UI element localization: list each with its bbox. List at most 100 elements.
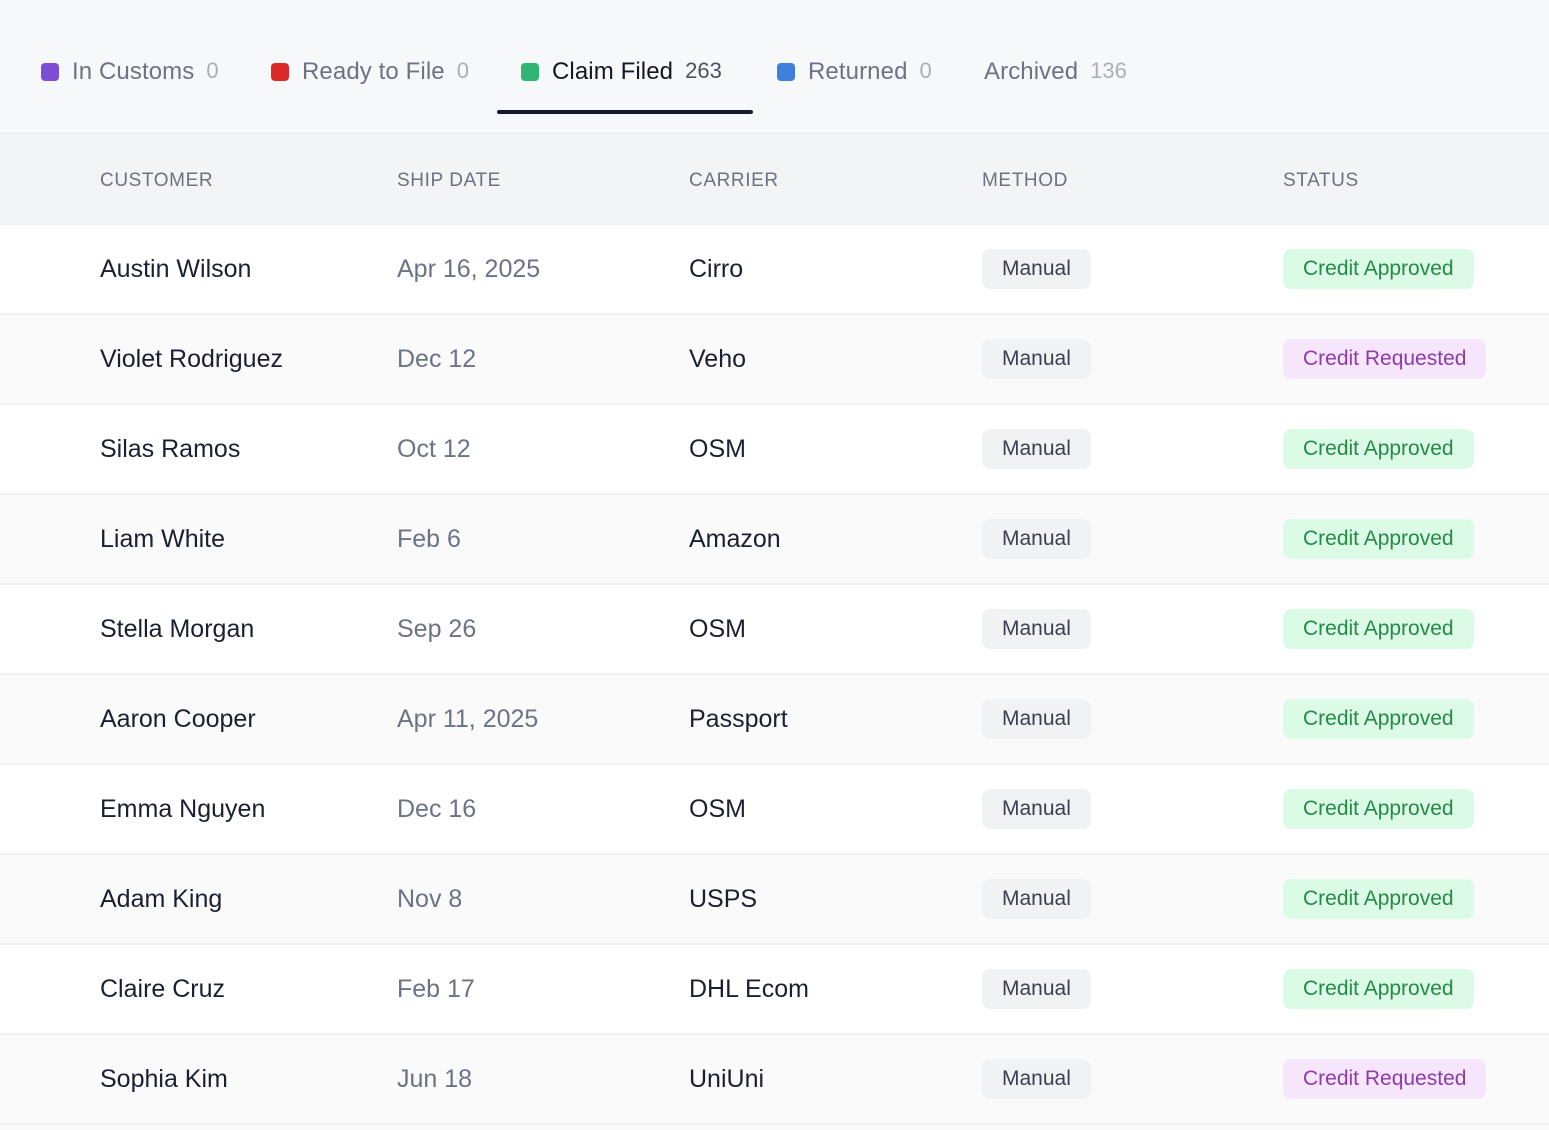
method-badge: Manual — [982, 339, 1091, 379]
status-badge: Credit Approved — [1283, 429, 1474, 469]
tab-ready-to-file[interactable]: Ready to File 0 — [271, 56, 469, 114]
claim-filed-swatch-icon — [521, 63, 539, 81]
table-row[interactable]: Sophia Kim Jun 18 UniUni Manual Credit Reque… — [0, 1035, 1549, 1125]
carrier-cell: OSM — [689, 405, 746, 493]
method-cell: Manual — [982, 585, 1091, 673]
carrier-cell: Veho — [689, 315, 746, 403]
tab-count: 0 — [456, 58, 469, 83]
tab-in-customs[interactable]: In Customs 0 — [41, 56, 219, 114]
ship-date-cell: Dec 16 — [397, 765, 476, 853]
carrier-name: UniUni — [689, 1065, 765, 1093]
ship-date: Feb 17 — [397, 975, 475, 1003]
ship-date-cell: Dec 12 — [397, 315, 476, 403]
status-badge: Credit Requested — [1283, 339, 1487, 379]
active-tab-indicator — [497, 110, 753, 114]
ship-date: Apr 16, 2025 — [397, 255, 541, 283]
customer-cell: Stella Morgan — [100, 585, 254, 673]
table-row[interactable]: Austin Wilson Apr 16, 2025 Cirro Manual Cred… — [0, 225, 1549, 315]
status-cell: Credit Approved — [1283, 945, 1474, 1033]
column-header-customer[interactable]: CUSTOMER — [100, 170, 214, 191]
tab-archived[interactable]: Archived 136 — [984, 56, 1127, 114]
customer-cell: Claire Cruz — [100, 945, 225, 1033]
status-badge: Credit Approved — [1283, 789, 1474, 829]
status-cell: Credit Approved — [1283, 765, 1474, 853]
customer-name: Emma Nguyen — [100, 795, 266, 823]
ship-date-cell: Nov 8 — [397, 855, 462, 943]
status-badge: Credit Approved — [1283, 609, 1474, 649]
tab-returned[interactable]: Returned 0 — [777, 56, 932, 114]
ready-to-file-swatch-icon — [271, 63, 289, 81]
method-cell: Manual — [982, 1035, 1091, 1123]
status-cell: Credit Approved — [1283, 495, 1474, 583]
carrier-name: Passport — [689, 705, 788, 733]
carrier-cell: OSM — [689, 585, 746, 673]
tab-label: Ready to File — [302, 58, 445, 85]
customer-name: Stella Morgan — [100, 615, 255, 643]
ship-date: Oct 12 — [397, 435, 471, 463]
carrier-name: Amazon — [689, 525, 781, 553]
customer-cell: Adam King — [100, 855, 222, 943]
ship-date: Feb 6 — [397, 525, 461, 553]
status-tabs: In Customs 0 Ready to File 0 Claim Filed… — [0, 0, 1549, 134]
status-cell: Credit Approved — [1283, 855, 1474, 943]
method-cell: Manual — [982, 225, 1091, 313]
method-cell: Manual — [982, 945, 1091, 1033]
carrier-name: USPS — [689, 885, 758, 913]
ship-date-cell: Jun 18 — [397, 1035, 472, 1123]
tab-count: 263 — [685, 58, 722, 83]
tab-label: Claim Filed — [552, 58, 674, 85]
column-header-carrier[interactable]: CARRIER — [689, 170, 779, 191]
tab-claim-filed[interactable]: Claim Filed 263 — [521, 56, 722, 114]
table-row[interactable]: Silas Ramos Oct 12 OSM Manual Credit Approve… — [0, 405, 1549, 495]
tab-label: In Customs — [72, 58, 195, 85]
method-cell: Manual — [982, 495, 1091, 583]
table-body: Austin Wilson Apr 16, 2025 Cirro Manual Cred… — [0, 225, 1549, 1125]
method-badge: Manual — [982, 1059, 1091, 1099]
status-cell: Credit Requested — [1283, 1035, 1487, 1123]
ship-date-cell: Feb 6 — [397, 495, 461, 583]
table-row[interactable]: Aaron Cooper Apr 11, 2025 Passport Manual Cr… — [0, 675, 1549, 765]
carrier-cell: Amazon — [689, 495, 781, 583]
table-row[interactable]: Liam White Feb 6 Amazon Manual Credit Approv… — [0, 495, 1549, 585]
carrier-cell: DHL Ecom — [689, 945, 809, 1033]
in-customs-swatch-icon — [41, 63, 59, 81]
method-cell: Manual — [982, 855, 1091, 943]
ship-date: Sep 26 — [397, 615, 477, 643]
method-cell: Manual — [982, 675, 1091, 763]
status-badge: Credit Approved — [1283, 249, 1474, 289]
ship-date-cell: Apr 11, 2025 — [397, 675, 538, 763]
column-header-ship-date[interactable]: SHIP DATE — [397, 170, 501, 191]
method-badge: Manual — [982, 609, 1091, 649]
method-badge: Manual — [982, 789, 1091, 829]
customer-cell: Silas Ramos — [100, 405, 240, 493]
carrier-name: DHL Ecom — [689, 975, 809, 1003]
carrier-name: Veho — [689, 345, 747, 373]
table-row[interactable]: Adam King Nov 8 USPS Manual Credit Approved — [0, 855, 1549, 945]
table-row[interactable]: Emma Nguyen Dec 16 OSM Manual Credit Approve… — [0, 765, 1549, 855]
table-header: CUSTOMER SHIP DATE CARRIER METHOD STATUS — [0, 135, 1549, 225]
carrier-cell: UniUni — [689, 1035, 764, 1123]
method-cell: Manual — [982, 405, 1091, 493]
status-cell: Credit Requested — [1283, 315, 1487, 403]
status-cell: Credit Approved — [1283, 225, 1474, 313]
column-header-status[interactable]: STATUS — [1283, 170, 1359, 191]
customer-name: Violet Rodriguez — [100, 345, 283, 373]
customer-name: Aaron Cooper — [100, 705, 256, 733]
ship-date-cell: Sep 26 — [397, 585, 476, 673]
column-header-method[interactable]: METHOD — [982, 170, 1068, 191]
tab-count: 136 — [1090, 58, 1127, 83]
customer-cell: Sophia Kim — [100, 1035, 228, 1123]
carrier-cell: OSM — [689, 765, 746, 853]
tab-label: Archived — [984, 58, 1079, 85]
table-row[interactable]: Stella Morgan Sep 26 OSM Manual Credit Appro… — [0, 585, 1549, 675]
method-badge: Manual — [982, 879, 1091, 919]
method-badge: Manual — [982, 249, 1091, 289]
table-row[interactable]: Claire Cruz Feb 17 DHL Ecom Manual Credit Ap… — [0, 945, 1549, 1035]
tab-count: 0 — [206, 58, 219, 83]
carrier-cell: USPS — [689, 855, 757, 943]
status-cell: Credit Approved — [1283, 585, 1474, 673]
carrier-name: OSM — [689, 795, 746, 823]
method-cell: Manual — [982, 315, 1091, 403]
ship-date-cell: Apr 16, 2025 — [397, 225, 540, 313]
table-row[interactable]: Violet Rodriguez Dec 12 Veho Manual Credit R… — [0, 315, 1549, 405]
